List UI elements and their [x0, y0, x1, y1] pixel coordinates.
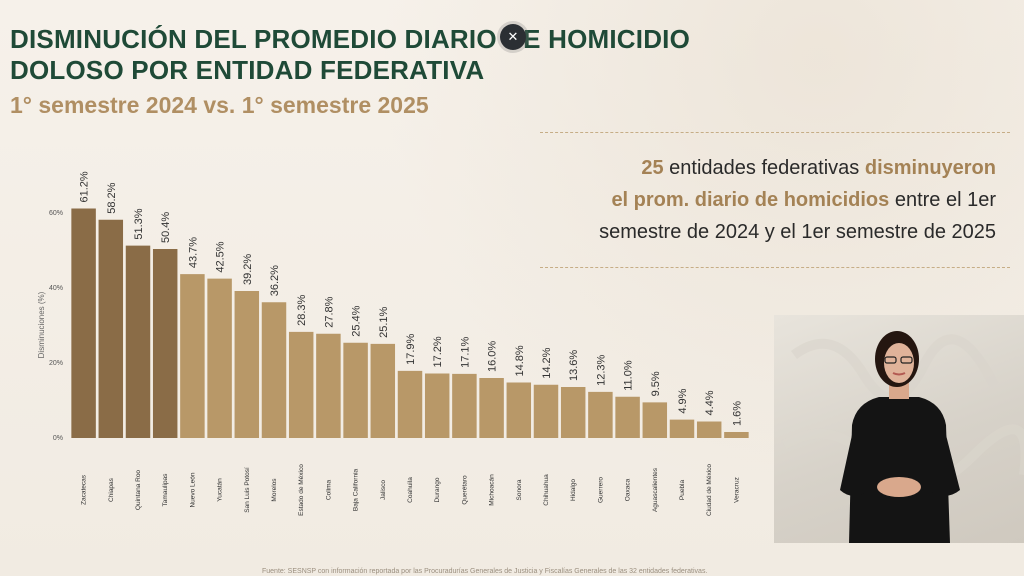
category-label: Estado de México	[298, 464, 305, 516]
category-label: Colima	[325, 480, 332, 501]
bar	[588, 391, 613, 438]
bar-value-label: 4.4%	[704, 390, 716, 415]
bar-value-label: 25.1%	[378, 306, 390, 337]
category-label: Tamaulipas	[162, 473, 169, 507]
bar	[615, 396, 640, 438]
title-line-2: DOLOSO POR ENTIDAD FEDERATIVA	[10, 55, 485, 85]
category-label: Veracruz	[733, 477, 740, 503]
bar	[71, 208, 96, 438]
y-axis: 0% 20% 40% 60%	[49, 210, 63, 442]
bar	[180, 274, 205, 438]
bar-value-label: 1.6%	[731, 401, 743, 426]
bar-value-label: 51.3%	[133, 208, 145, 239]
bars-group: 61.2% Zacatecas 58.2% Chiapas 51.3% Quintana …	[71, 171, 749, 516]
bar-value-label: 50.4%	[160, 212, 172, 243]
bar	[288, 331, 314, 438]
bar	[533, 384, 559, 438]
category-label: Durango	[434, 477, 441, 502]
category-label: Ciudad de México	[706, 464, 713, 516]
bar	[125, 245, 151, 438]
bar-value-label: 4.9%	[677, 388, 689, 413]
bar	[560, 387, 586, 438]
bar-value-label: 58.2%	[106, 182, 118, 213]
bar	[397, 370, 423, 438]
bar	[669, 419, 695, 438]
category-label: Coahuila	[407, 477, 414, 503]
category-label: Baja California	[353, 468, 360, 511]
category-label: Quintana Roo	[135, 470, 142, 510]
bar-value-label: 17.9%	[405, 333, 417, 364]
bar-value-label: 42.5%	[215, 241, 227, 272]
bar	[479, 378, 504, 438]
bar-value-label: 61.2%	[79, 171, 91, 202]
category-label: Chiapas	[108, 477, 115, 502]
category-label: Yucatán	[217, 478, 224, 502]
bar	[234, 291, 260, 438]
bar-value-label: 9.5%	[650, 371, 662, 396]
bar	[696, 421, 722, 438]
category-label: Nuevo León	[189, 472, 196, 507]
bar	[98, 219, 124, 438]
callout-highlight-2: el prom. diario de homicidios	[611, 189, 890, 211]
callout-text: 25 entidades federativas disminuyeron el…	[540, 152, 1010, 248]
bar-value-label: 43.7%	[187, 237, 199, 268]
interpreter-figure	[781, 331, 1024, 543]
bar-value-label: 14.2%	[541, 347, 553, 378]
category-label: Puebla	[679, 480, 686, 501]
bar-value-label: 28.3%	[296, 294, 308, 325]
sign-language-interpreter-video	[774, 315, 1024, 543]
y-tick-label: 40%	[49, 285, 63, 292]
bar	[424, 373, 450, 438]
callout-part-1: entidades federativas	[663, 157, 865, 179]
category-label: Querétaro	[461, 475, 468, 505]
bar	[316, 333, 341, 438]
category-label: Chihuahua	[543, 474, 550, 506]
category-label: Jalisco	[380, 480, 387, 500]
category-label: Aguascalientes	[652, 467, 659, 512]
bar	[642, 402, 668, 438]
bar-value-label: 39.2%	[242, 254, 254, 285]
page-subtitle: 1° semestre 2024 vs. 1° semestre 2025	[10, 92, 429, 118]
bar-value-label: 13.6%	[568, 350, 580, 381]
close-icon: ✕	[507, 29, 519, 44]
bar-value-label: 25.4%	[351, 305, 363, 336]
category-label: Hidalgo	[570, 479, 577, 501]
source-note: Fuente: SESNSP con información reportada…	[262, 568, 708, 575]
bar-value-label: 27.8%	[323, 296, 335, 327]
bar-value-label: 14.8%	[514, 345, 526, 376]
category-label: Oaxaca	[625, 478, 632, 501]
close-button[interactable]: ✕	[500, 24, 526, 50]
bar-chart: 0% 20% 40% 60% Disminuciones (%) 61.2% Zacat…	[37, 171, 749, 516]
bar	[152, 249, 178, 438]
bar-value-label: 12.3%	[595, 354, 607, 385]
category-label: Morelos	[271, 478, 278, 502]
category-label: San Luis Potosí	[244, 467, 251, 513]
bar	[370, 343, 396, 438]
bar-value-label: 36.2%	[269, 265, 281, 296]
callout-count: 25	[641, 157, 664, 179]
bar-value-label: 17.1%	[459, 336, 471, 367]
bar	[506, 382, 532, 438]
y-tick-label: 0%	[53, 435, 63, 442]
y-axis-title: Disminuciones (%)	[37, 291, 46, 358]
title-line-1: DISMINUCIÓN DEL PROMEDIO DIARIO DE HOMIC…	[10, 24, 691, 54]
category-label: Guerrero	[597, 477, 604, 503]
callout-highlight-1: disminuyeron	[864, 157, 996, 179]
callout-box: 25 entidades federativas disminuyeron el…	[540, 132, 1010, 268]
category-label: Zacatecas	[81, 474, 88, 505]
bar	[261, 302, 287, 438]
bar-value-label: 11.0%	[623, 360, 635, 391]
page-title: DISMINUCIÓN DEL PROMEDIO DIARIO DE HOMIC…	[10, 24, 770, 86]
y-tick-label: 20%	[49, 360, 63, 367]
y-tick-label: 60%	[49, 210, 63, 217]
callout-part-2: entre el 1er semestre de 2024 y el 1er s…	[599, 189, 996, 243]
bar-value-label: 17.2%	[432, 336, 444, 367]
category-label: Michoacán	[489, 474, 496, 506]
bar	[343, 342, 368, 438]
category-label: Sonora	[516, 479, 523, 500]
bar	[207, 278, 232, 438]
bar-value-label: 16.0%	[487, 341, 499, 372]
bar	[724, 432, 749, 438]
bar	[452, 373, 477, 438]
